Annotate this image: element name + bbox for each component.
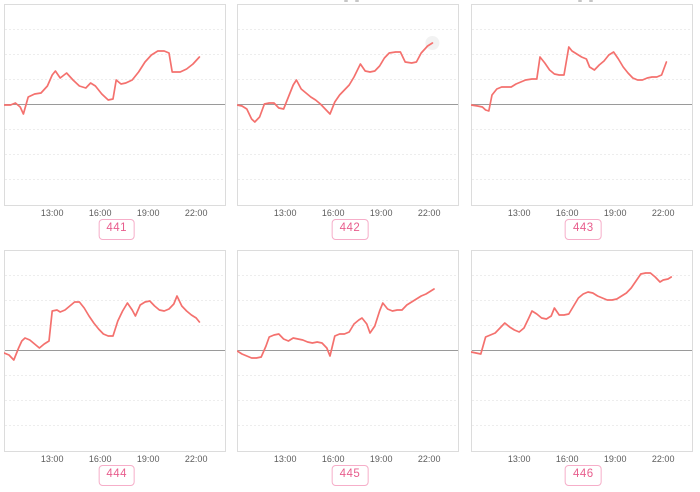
x-tick-label: 22:00 <box>185 454 208 464</box>
chart-badge-441[interactable]: 441 <box>98 219 135 240</box>
x-tick-label: 16:00 <box>322 454 345 464</box>
x-tick-label: 13:00 <box>274 208 297 218</box>
x-tick-label: 13:00 <box>41 454 64 464</box>
chart-cell-446: 13:00 16:00 19:00 22:00 446 <box>467 246 700 492</box>
chart-badge-444[interactable]: 444 <box>98 465 135 486</box>
chart-badge-445[interactable]: 445 <box>331 465 369 486</box>
chart-cell-442: 13:00 16:00 19:00 22:00 442 <box>233 0 466 246</box>
line-chart-446[interactable]: 13:00 16:00 19:00 22:00 <box>470 250 693 466</box>
line-chart-444[interactable]: 13:00 16:00 19:00 22:00 <box>4 250 226 466</box>
x-tick-label: 19:00 <box>137 208 160 218</box>
x-tick-label: 13:00 <box>508 208 531 218</box>
x-tick-label: 22:00 <box>185 208 208 218</box>
x-tick-label: 19:00 <box>370 208 393 218</box>
line-chart-441[interactable]: 13:00 16:00 19:00 22:00 <box>4 4 226 220</box>
x-tick-label: 13:00 <box>508 454 531 464</box>
x-tick-label: 19:00 <box>604 208 627 218</box>
x-tick-label: 13:00 <box>41 208 64 218</box>
x-tick-label: 16:00 <box>556 454 579 464</box>
chart-badge-443[interactable]: 443 <box>564 219 602 240</box>
x-tick-label: 19:00 <box>370 454 393 464</box>
clipped-title-remnant <box>344 0 360 2</box>
line-chart-443[interactable]: 13:00 16:00 19:00 22:00 <box>470 4 693 220</box>
x-tick-label: 22:00 <box>418 454 441 464</box>
x-tick-label: 16:00 <box>89 454 112 464</box>
chart-cell-443: 13:00 16:00 19:00 22:00 443 <box>467 0 700 246</box>
x-tick-label: 16:00 <box>89 208 112 218</box>
line-chart-442[interactable]: 13:00 16:00 19:00 22:00 <box>237 4 460 220</box>
chart-cell-441: 13:00 16:00 19:00 22:00 441 <box>0 0 233 246</box>
series-line <box>470 272 672 355</box>
series-line <box>4 50 201 115</box>
clipped-title-remnant <box>577 0 593 2</box>
series-line <box>237 42 434 123</box>
series-line <box>470 46 667 112</box>
chart-cell-444: 13:00 16:00 19:00 22:00 444 <box>0 246 233 492</box>
chart-badge-442[interactable]: 442 <box>331 219 369 240</box>
x-tick-label: 19:00 <box>604 454 627 464</box>
line-chart-445[interactable]: 13:00 16:00 19:00 22:00 <box>237 250 460 466</box>
x-tick-label: 22:00 <box>418 208 441 218</box>
series-line <box>237 288 436 359</box>
chart-cell-445: 13:00 16:00 19:00 22:00 445 <box>233 246 466 492</box>
x-tick-label: 16:00 <box>556 208 579 218</box>
x-tick-label: 16:00 <box>322 208 345 218</box>
series-line <box>4 295 201 361</box>
x-tick-label: 19:00 <box>137 454 160 464</box>
x-tick-label: 22:00 <box>652 208 675 218</box>
x-tick-label: 13:00 <box>274 454 297 464</box>
x-tick-label: 22:00 <box>652 454 675 464</box>
chart-badge-446[interactable]: 446 <box>564 465 602 486</box>
